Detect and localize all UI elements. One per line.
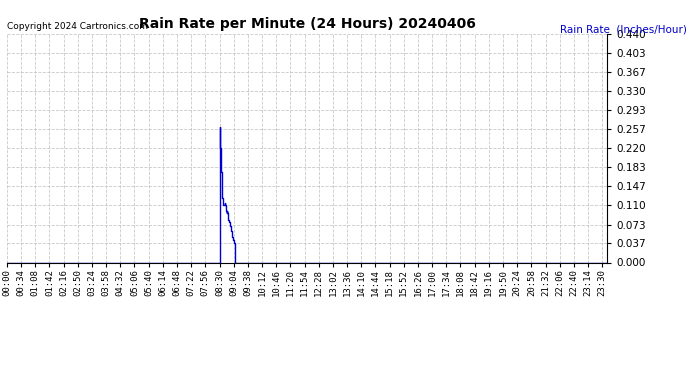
Text: Copyright 2024 Cartronics.com: Copyright 2024 Cartronics.com: [7, 22, 148, 32]
Text: Rain Rate  (Inches/Hour): Rain Rate (Inches/Hour): [560, 24, 687, 34]
Title: Rain Rate per Minute (24 Hours) 20240406: Rain Rate per Minute (24 Hours) 20240406: [139, 17, 475, 31]
